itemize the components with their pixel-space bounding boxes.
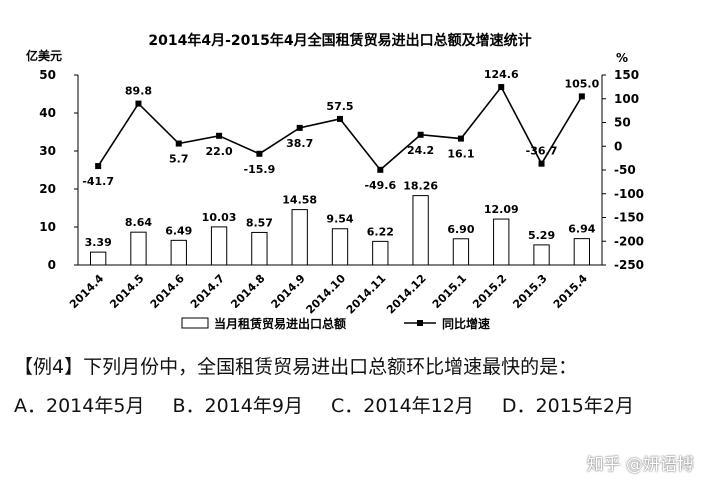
growth-point [296,124,303,131]
bar-label: 18.26 [403,180,438,193]
bar [452,238,470,266]
answer-options: A．2014年5月 B．2014年9月 C．2014年12月 D．2015年2月 [14,391,656,418]
category-label: 2015.2 [470,272,509,311]
right-tick-label: -250 [614,258,644,272]
bar-label: 8.57 [246,216,273,229]
growth-point [256,150,263,157]
option-b[interactable]: B．2014年9月 [172,395,303,417]
right-axis-unit: % [616,51,628,65]
right-tick-label: -100 [614,187,644,201]
bar-label: 6.90 [447,223,474,236]
bar [130,231,147,266]
bar [89,251,107,266]
category-label: 2014.4 [67,272,106,311]
category-label: 2014.5 [107,272,146,311]
bar-label: 9.54 [326,213,353,226]
category-label: 2014.10 [303,272,348,317]
right-tick-label: 100 [614,92,639,106]
right-tick-label: 0 [614,139,622,153]
growth-point [538,160,545,167]
bar-label: 6.22 [367,225,394,238]
growth-label: -36.7 [526,145,558,158]
category-label: 2015.3 [510,272,549,311]
bar [412,195,429,266]
category-label: 2014.11 [344,272,389,317]
growth-label: 24.2 [407,144,434,157]
category-label: 2014.6 [148,272,187,311]
growth-point [95,163,102,170]
bar [573,238,591,266]
growth-point [457,135,464,142]
bar-label: 8.64 [125,216,152,229]
watermark: 知乎 @妍语博 [586,455,694,475]
legend-line-label: 同比增速 [442,316,490,331]
bar [291,209,308,266]
growth-point [337,115,343,122]
legend-bar-label: 当月租赁贸易进出口总额 [214,316,346,331]
growth-point [216,132,223,139]
bar [210,226,228,266]
left-tick-label: 20 [39,182,56,196]
bar [251,231,268,266]
growth-label: 22.0 [206,145,233,158]
growth-label: 105.0 [564,77,599,90]
left-tick-label: 50 [39,68,56,82]
bar [170,239,187,266]
growth-label: 57.5 [326,100,353,113]
bar-label: 10.03 [202,211,237,224]
bar-label: 6.49 [165,224,192,237]
category-label: 2015.1 [430,272,469,311]
bar [372,240,389,266]
bar [493,218,510,266]
bar-label: 12.09 [484,203,519,216]
growth-label: 124.6 [484,68,519,81]
legend-line-marker [417,320,423,326]
growth-label: -15.9 [244,163,276,176]
category-label: 2014.7 [188,272,227,311]
chart-title: 2014年4月-2015年4月全国租赁贸易进出口总额及增速统计 [148,32,531,49]
option-d[interactable]: D．2015年2月 [501,395,634,417]
growth-label: -49.6 [364,179,396,192]
option-a[interactable]: A．2014年5月 [14,395,145,417]
growth-label: 89.8 [125,85,152,98]
left-tick-label: 30 [39,144,56,158]
question-text: 【例4】下列月份中，全国租赁贸易进出口总额环比增速最快的是： [14,356,578,378]
category-label: 2014.9 [269,272,308,311]
growth-label: -41.7 [82,175,114,188]
bar-label: 5.29 [528,229,555,242]
right-tick-label: 150 [614,68,639,82]
category-label: 2015.4 [551,272,590,311]
bar [533,244,550,266]
left-tick-label: 0 [48,258,56,272]
growth-point [135,100,142,107]
bar-label: 14.58 [282,194,317,207]
right-tick-label: 50 [614,116,631,130]
bar [331,228,349,266]
growth-label: 5.7 [169,153,189,166]
left-axis-unit: 亿美元 [26,48,62,63]
growth-label: 38.7 [286,137,313,150]
growth-point [175,140,182,147]
right-tick-label: -150 [614,211,644,225]
category-label: 2014.12 [384,272,429,317]
growth-point [498,84,505,91]
growth-point [417,131,424,138]
bar-label: 6.94 [568,223,595,236]
left-tick-label: 40 [39,106,56,120]
growth-point [377,166,384,173]
legend-bar-swatch [181,317,209,329]
right-tick-label: -50 [614,163,636,177]
growth-point [578,93,585,100]
bar-label: 3.39 [85,236,112,249]
right-tick-label: -200 [614,234,644,248]
option-c[interactable]: C．2014年12月 [331,395,474,417]
left-tick-label: 10 [39,220,56,234]
growth-label: 16.1 [447,148,474,161]
category-label: 2014.8 [228,272,267,311]
